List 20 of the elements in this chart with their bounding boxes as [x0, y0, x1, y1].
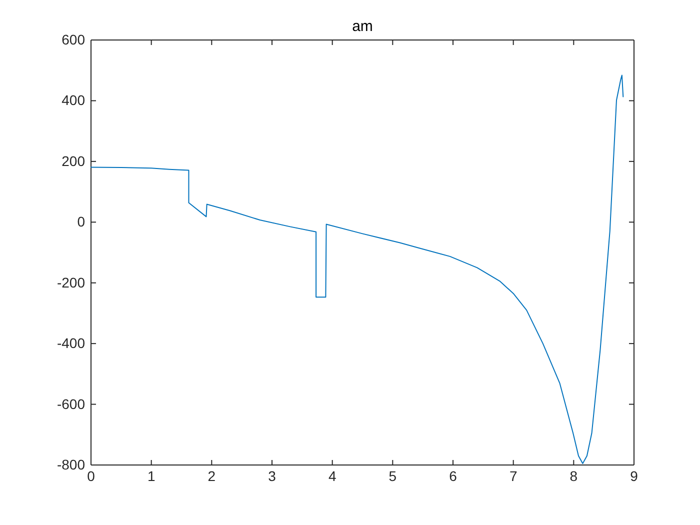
- y-tick-label: -200: [56, 274, 86, 290]
- x-tick-label: 3: [268, 468, 276, 484]
- y-tick-label: -600: [56, 396, 86, 412]
- x-tick-label: 5: [388, 468, 397, 484]
- x-tick-label: 7: [509, 468, 518, 484]
- y-tick-label: 600: [62, 31, 86, 48]
- x-tick-label: 8: [570, 468, 578, 484]
- x-tick-label: 0: [87, 468, 96, 484]
- y-tick-label: -800: [56, 456, 86, 472]
- x-tick-label: 9: [630, 468, 638, 484]
- y-tick-label: 0: [77, 214, 86, 230]
- chart-title: am: [352, 18, 373, 35]
- y-tick-label: -400: [56, 335, 86, 352]
- x-tick-label: 1: [147, 468, 156, 484]
- y-tick-label: 200: [62, 152, 86, 169]
- line-series: [90, 74, 624, 464]
- x-tick-label: 2: [208, 468, 216, 484]
- y-tick-label: 400: [62, 92, 86, 108]
- x-tick-label: 4: [328, 468, 336, 484]
- x-tick-label: 6: [449, 468, 458, 484]
